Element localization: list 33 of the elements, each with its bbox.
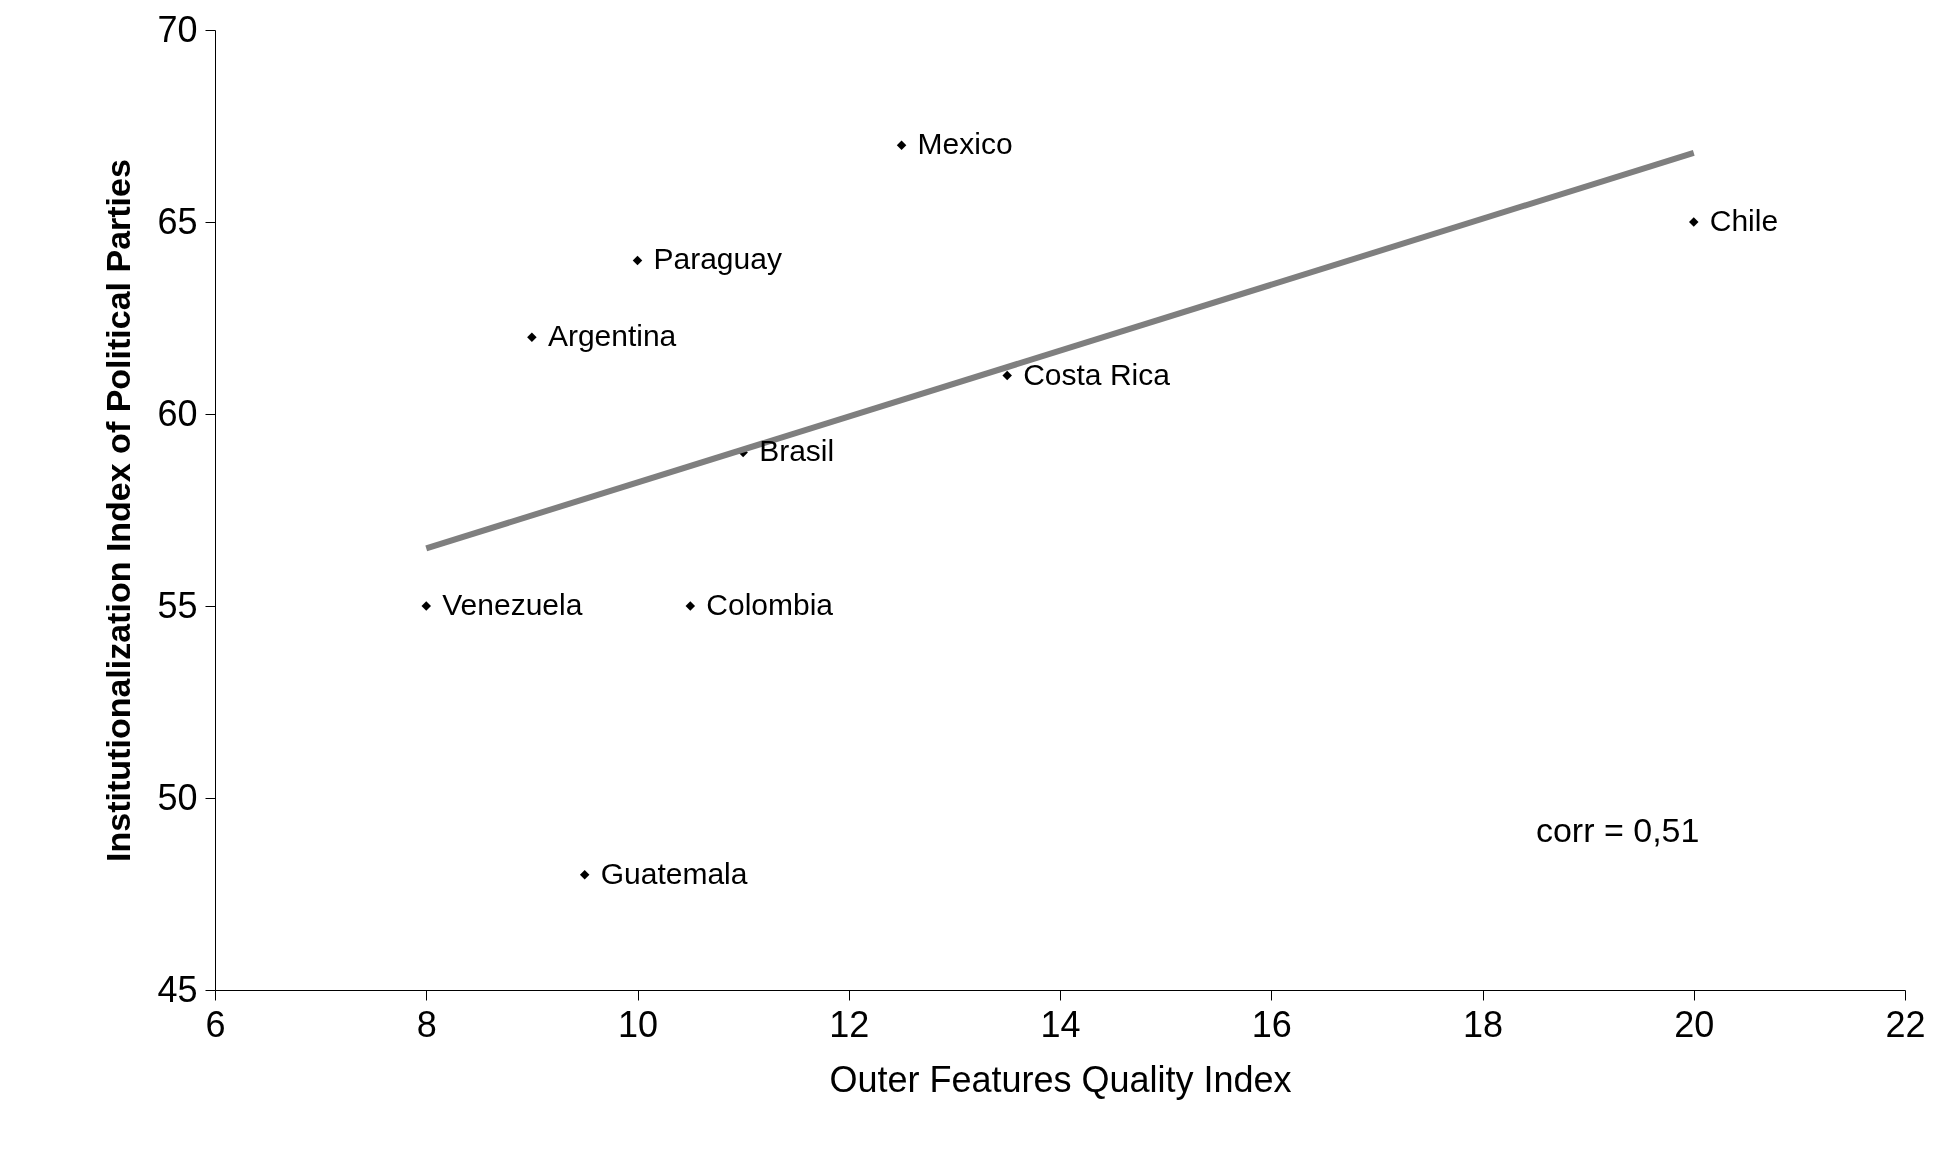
point (527, 332, 537, 342)
annotation: Colombia (706, 588, 834, 621)
annotation: Costa Rica (1023, 357, 1171, 391)
x-tick-label: 20 (1674, 1003, 1715, 1045)
x-tick-label: 16 (1251, 1003, 1292, 1045)
point (1002, 370, 1012, 381)
annotation: Brasil (759, 434, 835, 468)
x-tick-label: 6 (205, 1003, 226, 1045)
x-tick-label: 18 (1462, 1003, 1504, 1045)
y-tick-label: 60 (157, 392, 198, 434)
x-tick-label: 8 (416, 1003, 437, 1045)
annotation: Chile (1709, 204, 1779, 237)
annotation: corr = 0,51 (1535, 810, 1700, 849)
point (579, 870, 590, 880)
annotation: Guatemala (600, 856, 748, 890)
x-axis-title: Outer Features Quality Index (829, 1058, 1292, 1100)
x-tick-label: 12 (829, 1003, 870, 1045)
annotation: Paraguay (653, 242, 782, 276)
y-tick-label: 50 (157, 776, 198, 818)
annotation: Venezuela (442, 588, 583, 621)
annotation: Mexico (917, 127, 1013, 161)
y-tick-label: 55 (157, 584, 198, 626)
point (685, 601, 696, 611)
x-tick-label: 14 (1040, 1003, 1081, 1045)
y-tick-label: 45 (157, 968, 198, 1010)
y-axis-title: Institutionalization Index of Political Parties (99, 159, 138, 862)
point (896, 140, 907, 150)
x-tick-label: 22 (1885, 1003, 1926, 1045)
y-tick-label: 65 (157, 200, 198, 242)
annotation: Argentina (547, 319, 677, 353)
point (632, 255, 643, 266)
y-tick-label: 70 (157, 8, 198, 50)
x-tick-label: 10 (617, 1003, 659, 1045)
